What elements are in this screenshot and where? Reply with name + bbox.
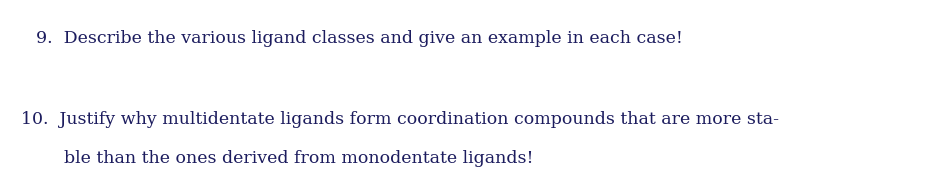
Text: 10.  Justify why multidentate ligands form coordination compounds that are more : 10. Justify why multidentate ligands for… [21, 111, 779, 128]
Text: ble than the ones derived from monodentate ligands!: ble than the ones derived from monodenta… [64, 150, 533, 167]
Text: 9.  Describe the various ligand classes and give an example in each case!: 9. Describe the various ligand classes a… [36, 30, 683, 47]
